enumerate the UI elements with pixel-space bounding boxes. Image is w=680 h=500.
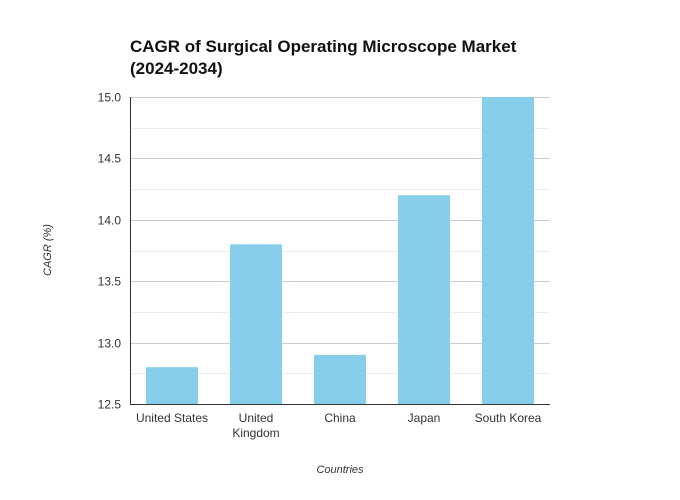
x-tick-label: United States: [136, 411, 208, 425]
y-tick-label: 12.5: [98, 398, 122, 412]
x-tick-label: China: [324, 411, 356, 425]
bar: [229, 244, 283, 404]
x-tick-label: United Kingdom: [232, 411, 279, 440]
y-tick-label: 14.0: [98, 214, 122, 228]
x-tick-label: Japan: [408, 411, 441, 425]
axes: [130, 97, 550, 405]
x-tick-label: South Korea: [475, 411, 542, 425]
x-tick-label-line: China: [324, 411, 356, 425]
tick-labels: 12.5 13.0 13.5 14.0 14.5 15.0 United States Uni…: [98, 91, 542, 441]
bars: [145, 97, 535, 404]
x-tick-label-line: United: [239, 411, 274, 425]
grid-lines: [130, 97, 550, 374]
x-axis-title: Countries: [316, 464, 364, 476]
chart-title: CAGR of Surgical Operating Microscope Ma…: [130, 37, 521, 78]
x-tick-label-line: South Korea: [475, 411, 542, 425]
bar: [145, 367, 199, 404]
bar: [481, 97, 535, 404]
bar: [397, 195, 451, 404]
y-axis-title: CAGR (%): [42, 224, 54, 276]
y-tick-label: 13.0: [98, 337, 122, 351]
x-tick-label-line: United States: [136, 411, 208, 425]
y-tick-label: 14.5: [98, 152, 122, 166]
chart-title-line-2: (2024-2034): [130, 59, 223, 78]
y-tick-label: 13.5: [98, 275, 122, 289]
x-tick-label-line: Japan: [408, 411, 441, 425]
y-tick-label: 15.0: [98, 91, 122, 105]
bar: [313, 354, 367, 404]
chart-title-line-1: CAGR of Surgical Operating Microscope Ma…: [130, 37, 517, 56]
x-tick-label-line: Kingdom: [232, 426, 279, 440]
